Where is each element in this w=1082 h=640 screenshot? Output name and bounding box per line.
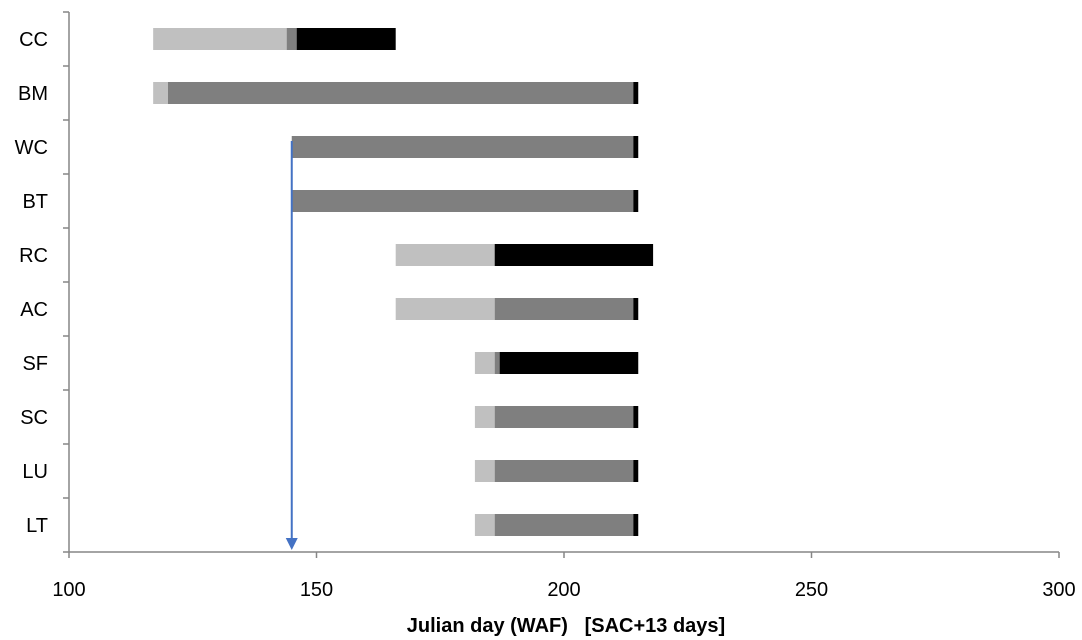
bar-sf-segment-1 bbox=[474, 352, 495, 374]
bar-cc-segment-2 bbox=[286, 28, 297, 50]
bar-sf-segment-3 bbox=[499, 352, 639, 374]
bar-bt-segment-2 bbox=[291, 190, 634, 212]
bar-lu-segment-3 bbox=[633, 460, 639, 482]
category-label-bm: BM bbox=[18, 83, 48, 105]
bar-ac-segment-2 bbox=[494, 298, 634, 320]
bar-layer bbox=[153, 28, 654, 536]
bar-sc-segment-1 bbox=[474, 406, 495, 428]
category-label-bt: BT bbox=[22, 191, 48, 213]
bar-cc-segment-1 bbox=[153, 28, 297, 50]
bar-bt-segment-3 bbox=[633, 190, 639, 212]
bar-bm-segment-2 bbox=[168, 82, 634, 104]
bar-bm-segment-1 bbox=[153, 82, 168, 104]
bar-lt-segment-1 bbox=[474, 514, 495, 536]
bar-sf-segment-2 bbox=[494, 352, 500, 374]
x-tick-label-100: 100 bbox=[52, 579, 85, 601]
x-tick-label-200: 200 bbox=[547, 579, 580, 601]
bar-ac-segment-1 bbox=[395, 298, 495, 320]
x-tick-labels: 100 150 200 250 300 bbox=[52, 579, 1075, 601]
bar-lt-segment-3 bbox=[633, 514, 639, 536]
bar-ac-segment-3 bbox=[633, 298, 639, 320]
bar-wc-segment-2 bbox=[291, 136, 634, 158]
category-label-lt: LT bbox=[26, 515, 48, 537]
bar-sc-segment-2 bbox=[494, 406, 634, 428]
bar-lt-segment-2 bbox=[494, 514, 634, 536]
bar-sc-segment-3 bbox=[633, 406, 639, 428]
category-labels: CC BM WC BT RC AC SF SC LU LT bbox=[15, 29, 48, 537]
marker-arrowhead bbox=[285, 538, 298, 550]
category-label-lu: LU bbox=[22, 461, 48, 483]
category-label-cc: CC bbox=[19, 29, 48, 51]
bar-rc-segment-3 bbox=[494, 244, 654, 266]
marker-layer bbox=[285, 141, 298, 550]
category-label-ac: AC bbox=[20, 299, 48, 321]
x-tick-label-300: 300 bbox=[1042, 579, 1075, 601]
category-label-sf: SF bbox=[22, 353, 48, 375]
bar-bm-segment-3 bbox=[633, 82, 639, 104]
category-label-wc: WC bbox=[15, 137, 48, 159]
x-axis-title: Julian day (WAF) [SAC+13 days] bbox=[407, 615, 725, 637]
category-label-rc: RC bbox=[19, 245, 48, 267]
bar-wc-segment-3 bbox=[633, 136, 639, 158]
bar-cc-segment-3 bbox=[296, 28, 396, 50]
bar-lu-segment-2 bbox=[494, 460, 634, 482]
x-tick-label-250: 250 bbox=[795, 579, 828, 601]
bar-rc-segment-1 bbox=[395, 244, 495, 266]
axes bbox=[63, 11, 1060, 558]
x-tick-label-150: 150 bbox=[300, 579, 333, 601]
bar-lu-segment-1 bbox=[474, 460, 495, 482]
category-label-sc: SC bbox=[20, 407, 48, 429]
